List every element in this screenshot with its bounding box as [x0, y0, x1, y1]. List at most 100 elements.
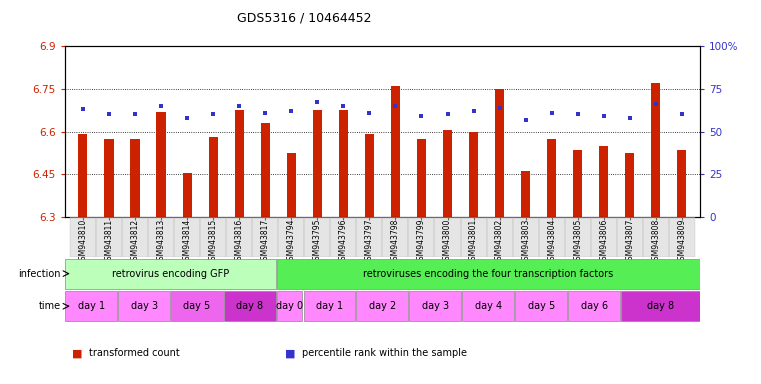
- Point: [363, 110, 375, 116]
- Text: ■: ■: [285, 348, 296, 358]
- Bar: [356, 217, 382, 257]
- Point: [493, 104, 505, 111]
- Text: day 1: day 1: [316, 301, 343, 311]
- Bar: [171, 291, 223, 321]
- Text: day 3: day 3: [422, 301, 449, 311]
- Text: day 6: day 6: [581, 301, 608, 311]
- Text: GSM943803: GSM943803: [521, 219, 530, 265]
- Bar: [521, 171, 530, 217]
- Bar: [304, 217, 330, 257]
- Bar: [435, 217, 460, 257]
- Bar: [669, 217, 695, 257]
- Text: day 3: day 3: [131, 301, 158, 311]
- Bar: [183, 173, 192, 217]
- Text: GSM943815: GSM943815: [209, 219, 218, 265]
- Text: GSM943811: GSM943811: [104, 219, 113, 265]
- Bar: [565, 217, 591, 257]
- Point: [337, 103, 349, 109]
- Bar: [122, 217, 148, 257]
- Point: [520, 116, 532, 122]
- Text: day 4: day 4: [475, 301, 501, 311]
- Bar: [226, 217, 252, 257]
- Text: GSM943794: GSM943794: [287, 219, 296, 265]
- Text: GSM943816: GSM943816: [234, 219, 244, 265]
- Text: GSM943802: GSM943802: [495, 219, 504, 265]
- Bar: [277, 258, 699, 289]
- Point: [155, 103, 167, 109]
- Point: [416, 113, 428, 119]
- Bar: [547, 139, 556, 217]
- Bar: [209, 137, 218, 217]
- Text: infection: infection: [18, 268, 61, 279]
- Text: GSM943797: GSM943797: [365, 219, 374, 265]
- Bar: [677, 150, 686, 217]
- Bar: [277, 291, 302, 321]
- Point: [624, 115, 636, 121]
- Point: [650, 101, 662, 107]
- Text: GSM943809: GSM943809: [677, 219, 686, 265]
- Bar: [279, 217, 304, 257]
- Bar: [148, 217, 174, 257]
- Text: GSM943817: GSM943817: [261, 219, 269, 265]
- Bar: [104, 139, 113, 217]
- Text: day 8: day 8: [237, 301, 263, 311]
- Point: [597, 113, 610, 119]
- Text: ■: ■: [72, 348, 83, 358]
- Bar: [616, 217, 643, 257]
- Text: GSM943798: GSM943798: [391, 219, 400, 265]
- Text: GSM943814: GSM943814: [183, 219, 192, 265]
- Bar: [409, 217, 435, 257]
- Point: [572, 111, 584, 118]
- Text: transformed count: transformed count: [89, 348, 180, 358]
- Bar: [252, 217, 279, 257]
- Point: [103, 111, 115, 118]
- Text: GSM943808: GSM943808: [651, 219, 661, 265]
- Point: [233, 103, 245, 109]
- Bar: [339, 110, 348, 217]
- Text: GSM943806: GSM943806: [599, 219, 608, 265]
- Text: GDS5316 / 10464452: GDS5316 / 10464452: [237, 12, 371, 25]
- Bar: [200, 217, 226, 257]
- Point: [181, 115, 193, 121]
- Bar: [96, 217, 122, 257]
- Text: GSM943812: GSM943812: [130, 219, 139, 265]
- Point: [207, 111, 219, 118]
- Bar: [313, 110, 322, 217]
- Bar: [70, 217, 96, 257]
- Point: [546, 110, 558, 116]
- Bar: [65, 258, 276, 289]
- Text: percentile rank within the sample: percentile rank within the sample: [302, 348, 467, 358]
- Point: [390, 103, 402, 109]
- Point: [260, 110, 272, 116]
- Bar: [643, 217, 669, 257]
- Text: GSM943805: GSM943805: [573, 219, 582, 265]
- Bar: [417, 139, 426, 217]
- Text: GSM943800: GSM943800: [443, 219, 452, 265]
- Bar: [621, 291, 699, 321]
- Bar: [495, 89, 504, 217]
- Text: time: time: [39, 301, 61, 311]
- Bar: [383, 217, 409, 257]
- Point: [129, 111, 141, 118]
- Point: [285, 108, 298, 114]
- Bar: [261, 123, 269, 217]
- Point: [441, 111, 454, 118]
- Text: GSM943795: GSM943795: [313, 219, 322, 265]
- Bar: [626, 153, 635, 217]
- Text: GSM943810: GSM943810: [78, 219, 88, 265]
- Point: [467, 108, 479, 114]
- Text: day 5: day 5: [183, 301, 211, 311]
- Bar: [515, 291, 567, 321]
- Text: day 5: day 5: [527, 301, 555, 311]
- Bar: [568, 291, 620, 321]
- Bar: [118, 291, 170, 321]
- Text: retrovirus encoding GFP: retrovirus encoding GFP: [112, 268, 229, 279]
- Bar: [330, 217, 356, 257]
- Bar: [130, 139, 139, 217]
- Text: GSM943807: GSM943807: [626, 219, 635, 265]
- Bar: [599, 146, 608, 217]
- Bar: [304, 291, 355, 321]
- Text: GSM943813: GSM943813: [157, 219, 166, 265]
- Bar: [356, 291, 409, 321]
- Point: [676, 111, 688, 118]
